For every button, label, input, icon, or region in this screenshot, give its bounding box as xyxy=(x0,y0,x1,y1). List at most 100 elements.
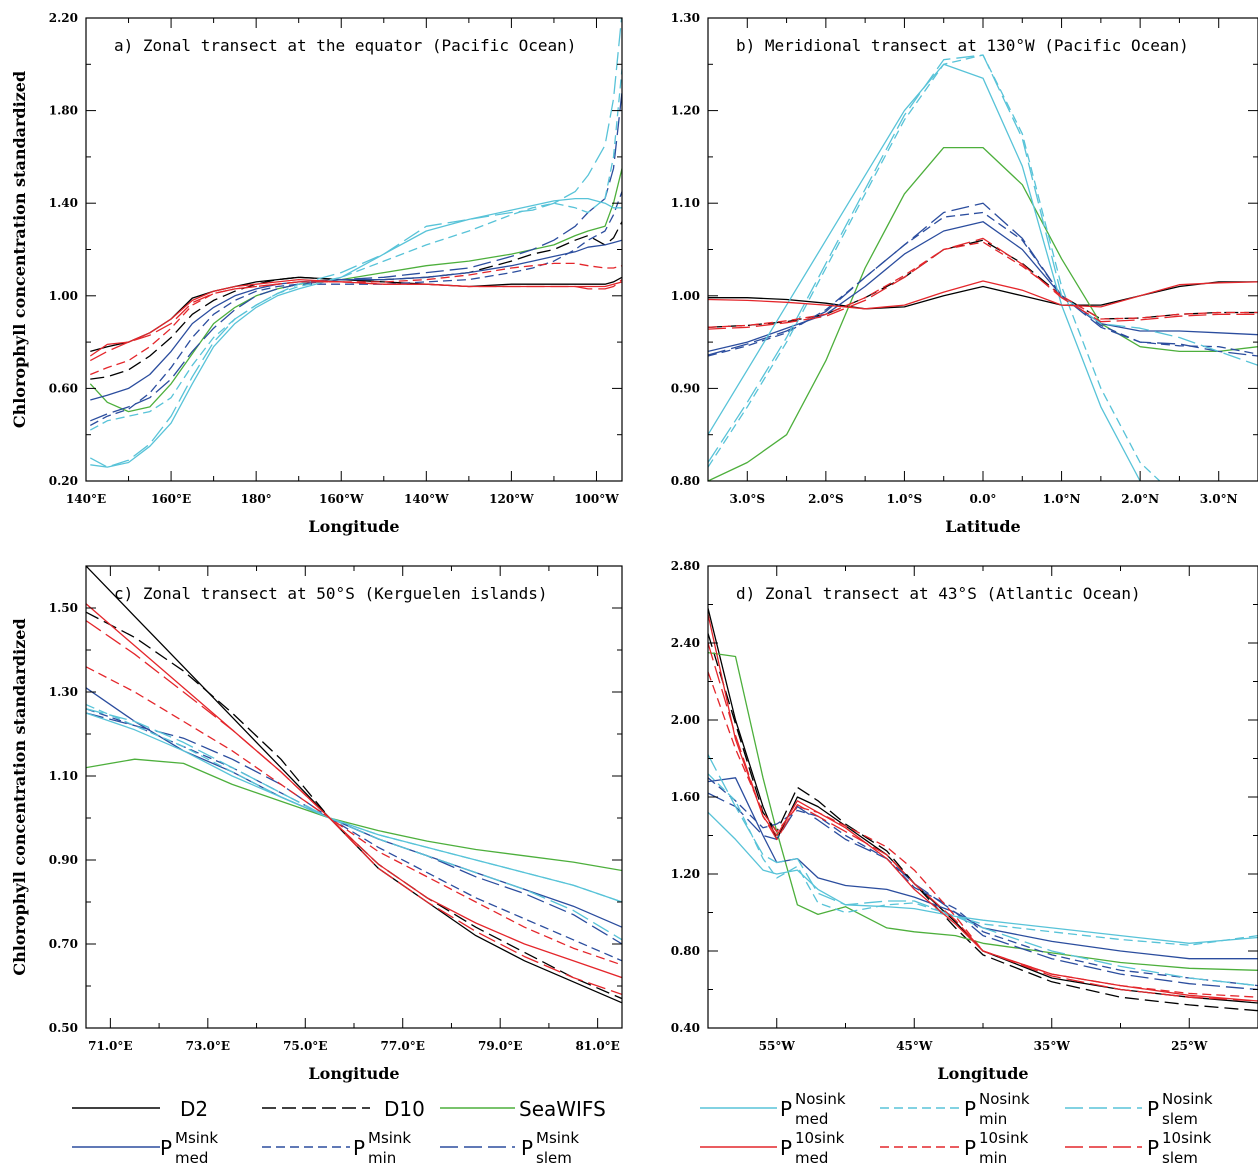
panel-title: b) Meridional transect at 130°W (Pacific… xyxy=(736,36,1189,55)
legend-label-p-nosink-slem-p: P xyxy=(1147,1097,1159,1121)
series-line-p-nosink-med xyxy=(708,63,1142,481)
series-line-p-msink-slem xyxy=(90,92,622,422)
legend-label-p-10sink-slem-sup: 10sink xyxy=(1162,1129,1212,1147)
series-line-p-10sink-min xyxy=(708,241,1258,328)
series-line-p-nosink-med xyxy=(86,712,622,903)
x-tick-label: 1.0°N xyxy=(1043,492,1081,506)
series-line-p-nosink-min xyxy=(86,704,622,903)
legend-label-p-msink-slem-sup: Msink xyxy=(536,1129,579,1147)
x-tick-label: 160°E xyxy=(151,492,191,506)
legend-label-p-msink-slem-p: P xyxy=(521,1136,533,1160)
series-line-p-msink-min xyxy=(89,191,622,426)
legend-label-p-nosink-med-sup: Nosink xyxy=(795,1090,846,1108)
series-line-seawifs xyxy=(708,651,1258,971)
panel-title: a) Zonal transect at the equator (Pacifi… xyxy=(114,36,576,55)
x-tick-label: 1.0°S xyxy=(887,492,923,506)
x-tick-label: 0.0° xyxy=(970,492,997,506)
series-line-p-nosink-med xyxy=(708,811,1258,944)
y-tick-label: 2.20 xyxy=(49,11,78,25)
y-tick-label: 0.90 xyxy=(49,853,78,867)
series-line-d2 xyxy=(90,276,622,353)
x-axis-label: Longitude xyxy=(937,1064,1028,1083)
x-tick-label: 140°W xyxy=(404,492,449,506)
series-line-d2 xyxy=(86,566,622,1004)
panel-c: 71.0°E 73.0°E 75.0°E 77.0°E 79.0°E 81.0°E 0.50… xyxy=(10,565,623,1083)
y-tick-label: 1.00 xyxy=(671,289,700,303)
x-tick-label: 45°W xyxy=(896,1039,933,1053)
series-line-p-nosink-slem xyxy=(89,18,622,468)
y-tick-label: 1.60 xyxy=(671,790,700,804)
x-tick-label: 77.0°E xyxy=(381,1039,425,1053)
y-tick-label: 0.80 xyxy=(671,474,700,488)
series-line-p-10sink-med xyxy=(708,280,1258,310)
y-tick-label: 1.40 xyxy=(49,196,78,210)
series-line-p-msink-min xyxy=(86,708,622,962)
panel-d: 55°W 45°W 35°W 25°W 0.40 0.80 1.20 1.60 2.00 2.40… xyxy=(671,559,1258,1083)
legend-label-p-msink-min-sup: Msink xyxy=(368,1129,411,1147)
series-group xyxy=(89,18,622,468)
legend-label-p-10sink-min-sup: 10sink xyxy=(979,1129,1029,1147)
y-tick-label: 2.40 xyxy=(671,636,700,650)
series-line-p-10sink-slem xyxy=(89,279,622,362)
series-line-p-nosink-med xyxy=(90,197,622,468)
series-group xyxy=(86,566,622,1004)
y-axis-label: Chlorophyll concentration standardized xyxy=(10,71,29,428)
legend-label-seawifs: SeaWIFS xyxy=(519,1097,606,1121)
y-tick-label: 0.40 xyxy=(671,1021,700,1035)
x-tick-label: 140°E xyxy=(66,492,106,506)
x-tick-label: 3.0°N xyxy=(1200,492,1238,506)
x-tick-label: 75.0°E xyxy=(283,1039,327,1053)
x-axis-label: Latitude xyxy=(945,517,1020,536)
y-tick-label: 1.00 xyxy=(49,289,78,303)
x-tick-label: 71.0°E xyxy=(88,1039,132,1053)
series-line-p-nosink-min xyxy=(708,773,1258,946)
y-tick-label: 1.30 xyxy=(49,685,78,699)
legend-label-p-nosink-min-sub: min xyxy=(979,1110,1007,1128)
plot-frame xyxy=(707,565,1258,1029)
series-group xyxy=(708,54,1258,481)
x-tick-label: 81.0°E xyxy=(575,1039,619,1053)
y-tick-label: 1.80 xyxy=(49,104,78,118)
y-tick-label: 0.80 xyxy=(671,944,700,958)
x-tick-label: 2.0°S xyxy=(808,492,844,506)
series-line-p-msink-slem xyxy=(708,202,1258,357)
x-tick-label: 25°W xyxy=(1171,1039,1208,1053)
y-tick-label: 1.30 xyxy=(671,11,700,25)
legend-label-p-nosink-slem-sup: Nosink xyxy=(1162,1090,1213,1108)
series-line-p-10sink-min xyxy=(86,666,622,966)
legend-label-p-msink-min-sub: min xyxy=(368,1149,396,1164)
y-tick-label: 1.10 xyxy=(671,196,700,210)
legend-label-d10: D10 xyxy=(384,1097,425,1121)
y-tick-label: 0.90 xyxy=(671,381,700,395)
legend-label-d2: D2 xyxy=(180,1097,208,1121)
series-line-p-nosink-min xyxy=(89,68,622,431)
legend-label-p-10sink-min-sub: min xyxy=(979,1149,1007,1164)
series-line-p-nosink-slem xyxy=(708,754,1258,987)
series-line-seawifs xyxy=(86,758,622,872)
legend-label-p-10sink-med-sub: med xyxy=(795,1149,828,1164)
series-line-p-msink-min xyxy=(708,211,1258,357)
y-tick-label: 0.20 xyxy=(49,474,78,488)
plot-frame xyxy=(85,17,623,482)
series-line-p-nosink-min xyxy=(708,54,1161,481)
series-line-p-nosink-slem xyxy=(86,708,622,941)
legend-label-p-nosink-min-p: P xyxy=(964,1097,976,1121)
panel-b: 3.0°S 2.0°S 1.0°S 0.0° 1.0°N 2.0°N 3.0°N 0.80 0.… xyxy=(671,11,1258,536)
x-axis-label: Longitude xyxy=(308,517,399,536)
legend-label-p-msink-min-p: P xyxy=(353,1136,365,1160)
series-line-p-msink-slem xyxy=(708,792,1258,991)
series-line-p-10sink-min xyxy=(90,262,622,376)
series-group xyxy=(708,608,1258,1012)
y-tick-label: 2.00 xyxy=(671,713,700,727)
series-line-seawifs xyxy=(89,168,622,413)
y-axis-label: Chlorophyll concentration standardized xyxy=(10,618,29,975)
y-tick-label: 1.50 xyxy=(49,601,78,615)
series-line-d10 xyxy=(708,633,1258,1012)
series-line-p-10sink-slem xyxy=(708,237,1258,330)
legend-label-p-10sink-min-p: P xyxy=(964,1136,976,1160)
legend-label-p-nosink-med-sub: med xyxy=(795,1110,828,1128)
series-line-p-10sink-min xyxy=(708,671,1258,998)
x-tick-label: 120°W xyxy=(489,492,534,506)
